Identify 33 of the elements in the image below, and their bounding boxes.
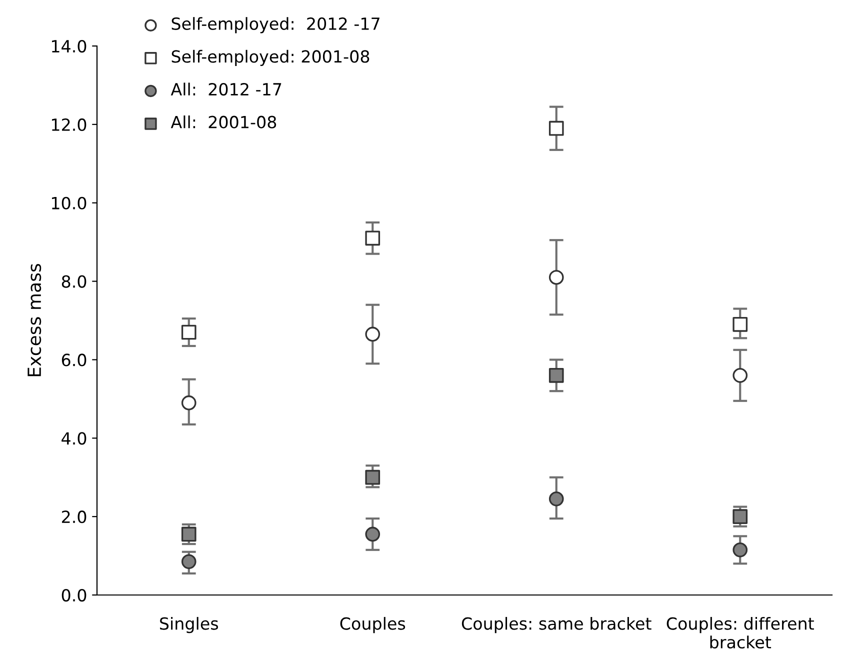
y-tick-label: 8.0 [62, 275, 86, 288]
x-tick-label: Couples [340, 616, 406, 634]
point [732, 317, 748, 332]
y-tick-label: 6.0 [62, 354, 86, 366]
point [181, 324, 196, 340]
point [365, 326, 380, 342]
y-tick-label: 4.0 [62, 432, 86, 445]
y-tick-label: 0.0 [62, 588, 86, 602]
x-tick-label: Couples: different bracket [666, 616, 814, 649]
point [548, 120, 564, 136]
point [365, 470, 380, 485]
point [181, 554, 196, 570]
legend-label: Self-employed: 2001-08 [172, 50, 370, 66]
point [548, 368, 564, 383]
point [732, 509, 748, 524]
legend-label: All: 2012 -17 [170, 82, 282, 96]
y-tick-label: 14.0 [52, 40, 86, 53]
legend-label: Self-employed: 2012 -17 [172, 17, 380, 34]
y-axis-title: Excess mass [28, 264, 42, 376]
point [732, 368, 748, 383]
x-tick-label: Singles [160, 616, 218, 634]
point [548, 270, 564, 285]
point [181, 526, 196, 542]
point [365, 230, 380, 246]
y-tick-label: 2.0 [62, 510, 86, 524]
point [365, 526, 380, 542]
point [548, 492, 564, 506]
y-tick-label: 12.0 [52, 118, 86, 131]
legend-label: All: 2001-08 [170, 115, 276, 128]
y-tick-label: 10.0 [52, 196, 86, 210]
point [732, 542, 748, 558]
x-tick-label: Couples: same bracket [462, 616, 652, 634]
point [181, 395, 196, 410]
